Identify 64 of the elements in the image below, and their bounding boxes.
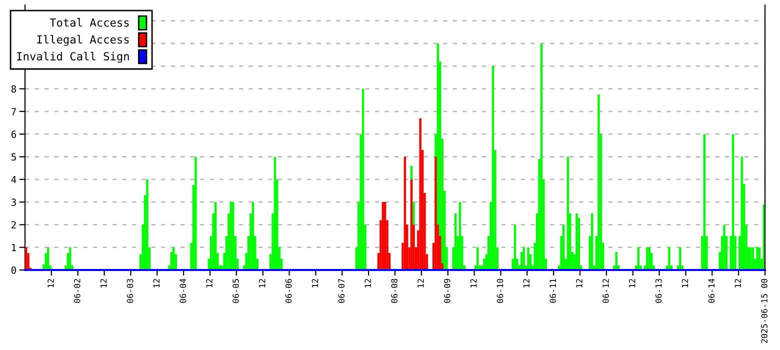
x-tick-label: 06-14 xyxy=(708,278,715,303)
y-tick-label: 2 xyxy=(12,221,16,228)
bar xyxy=(419,118,422,270)
bar xyxy=(703,134,706,270)
y-tick-label: 6 xyxy=(11,130,16,138)
x-tick-label: 06-08 xyxy=(391,278,398,303)
y-tick-label: 5 xyxy=(11,153,16,161)
bar xyxy=(756,247,758,270)
legend-label: Illegal Access xyxy=(37,34,129,46)
bar xyxy=(404,156,406,270)
bar xyxy=(732,134,734,270)
x-tick-label: 12 xyxy=(206,279,212,288)
bar xyxy=(522,247,525,270)
x-tick-label: 12 xyxy=(576,279,582,288)
x-tick-label: 12 xyxy=(100,279,107,288)
y-tick-label: 3 xyxy=(11,198,16,206)
bar xyxy=(527,247,530,270)
bar xyxy=(492,66,494,270)
x-tick-label: 12 xyxy=(153,279,160,288)
bar xyxy=(69,247,72,270)
legend-label: Total Access xyxy=(50,18,129,27)
bar xyxy=(679,247,682,270)
x-tick-label: 12 xyxy=(523,279,530,288)
bar xyxy=(434,156,437,270)
x-tick-label: 06-10 xyxy=(496,278,504,303)
bar xyxy=(172,247,175,270)
bar xyxy=(146,179,148,270)
bar xyxy=(362,88,364,270)
x-tick-label: 12 xyxy=(258,279,266,288)
y-tick-label: 7 xyxy=(11,108,16,116)
bar xyxy=(723,224,726,270)
y-tick-label: 1 xyxy=(12,244,16,252)
y-tick-label: 4 xyxy=(11,176,16,184)
x-tick-label: 06-03 xyxy=(126,278,134,303)
x-tick-label: 12 xyxy=(418,279,424,288)
x-tick-label: 12 xyxy=(682,279,688,288)
x-tick-label: 06-04 xyxy=(180,278,186,303)
bar xyxy=(274,156,276,270)
legend-label: Invalid Call Sign xyxy=(17,52,129,63)
x-tick-label: 06-02 xyxy=(74,279,80,303)
x-tick-label: 12 xyxy=(470,279,477,288)
bar xyxy=(668,247,670,270)
x-tick-label: 12 xyxy=(734,279,741,288)
x-tick-label: 06-11 xyxy=(550,278,556,303)
x-tick-label: 06-09 xyxy=(444,278,450,303)
y-tick-label: 0 xyxy=(11,266,16,274)
bar xyxy=(194,156,197,270)
x-tick-label: 06-12 xyxy=(602,279,609,303)
x-tick-label: 12 xyxy=(364,279,371,288)
bar xyxy=(566,156,569,270)
bar xyxy=(540,44,543,270)
x-tick-label: 12 xyxy=(312,279,318,288)
bar xyxy=(576,213,578,270)
x-tick-label: 06-05 xyxy=(232,279,239,303)
x-tick-label: 06-07 xyxy=(338,278,345,303)
bar xyxy=(740,156,743,270)
x-tick-label: 06-06 xyxy=(285,278,292,303)
bar xyxy=(598,94,600,270)
bar xyxy=(615,252,618,270)
y-tick-label: 8 xyxy=(11,85,16,93)
x-tick-label: 06-13 xyxy=(655,278,662,303)
x-tick-label: 12 xyxy=(48,279,54,288)
x-tick-label: 12 xyxy=(628,279,636,288)
x-tick-label: 2025-06-15 00 xyxy=(761,278,768,343)
